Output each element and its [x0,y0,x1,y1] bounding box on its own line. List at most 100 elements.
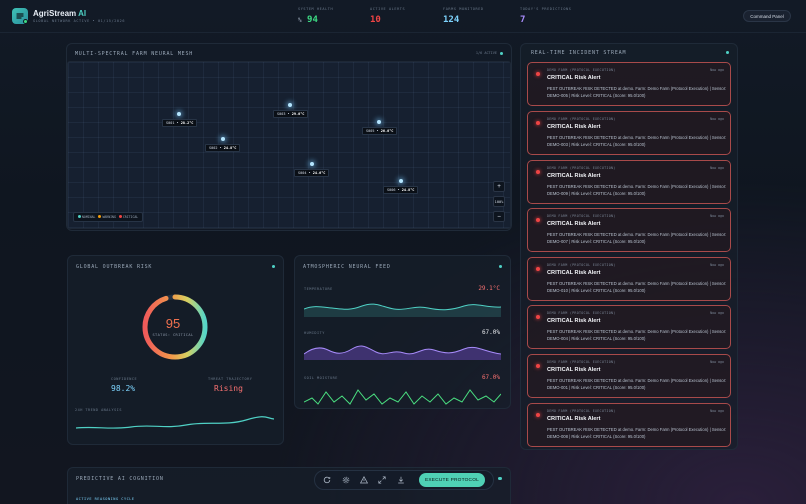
mesh-map[interactable] [67,61,511,229]
top-header: AgriStream AI GLOBAL NETWORK ACTIVE • 01… [0,0,806,33]
temperature-wave [304,303,501,317]
incident-source: DEMO FARM (PROTOCOL EXECUTION) [547,117,616,121]
incident-time: Now ago [710,166,724,170]
incident-title: CRITICAL Risk Alert [547,75,601,81]
confidence-value: 98.2% [111,384,136,393]
sensor-node-s006[interactable] [399,179,403,183]
incident-body: PEST OUTBREAK RISK DETECTED at demo. Far… [547,184,727,196]
mesh-title: MULTI-SPECTRAL FARM NEURAL MESH [75,51,194,57]
mesh-active-status: 1/6 ACTIVE [475,51,497,55]
critical-alert-icon [536,413,540,417]
incident-source: DEMO FARM (PROTOCOL EXECUTION) [547,68,616,72]
app-title: AgriStream AI [33,9,87,18]
zoom-level-indicator: 100% [493,196,505,207]
incident-source: DEMO FARM (PROTOCOL EXECUTION) [547,214,616,218]
incident-body: PEST OUTBREAK RISK DETECTED at demo. Far… [547,427,727,439]
trajectory-value: Rising [214,384,243,393]
online-status-dot [23,19,28,24]
legend-warning: WARNING [98,215,116,219]
incident-stream-title: REAL-TIME INCIDENT STREAM [531,50,627,56]
humidity-value: 67.0% [481,329,500,336]
atmos-status-dot [499,265,502,268]
network-status-subtitle: GLOBAL NETWORK ACTIVE • 01/15/2026 [33,19,126,23]
incident-card[interactable]: DEMO FARM (PROTOCOL EXECUTION) Now ago CRI… [527,160,731,204]
toolbar-status-dot [498,477,501,480]
incident-source: DEMO FARM (PROTOCOL EXECUTION) [547,360,616,364]
incident-time: Now ago [710,214,724,218]
sensor-node-s004[interactable] [310,162,314,166]
active-alerts-label: ACTIVE ALERTS [370,7,406,11]
cognition-sub: ACTIVE REASONING CYCLE [76,497,135,501]
incident-title: CRITICAL Risk Alert [547,270,601,276]
zoom-out-button[interactable]: − [493,211,505,222]
incident-time: Now ago [710,409,724,413]
risk-status: STATUS: CRITICAL [152,333,194,337]
sensor-node-s002[interactable] [221,137,225,141]
critical-alert-icon [536,72,540,76]
incident-card[interactable]: DEMO FARM (PROTOCOL EXECUTION) Now ago CRI… [527,208,731,252]
risk-gauge-arc [142,294,208,360]
farms-monitored-label: FARMS MONITORED [443,7,484,11]
critical-alert-icon [536,121,540,125]
atmospheric-feed-panel: ATMOSPHERIC NEURAL FEED [294,255,511,409]
system-health-label: SYSTEM HEALTH [298,7,334,11]
global-outbreak-risk-panel: GLOBAL OUTBREAK RISK [67,255,284,445]
temperature-value: 29.1°C [478,285,500,292]
soil-moisture-label: SOIL MOISTURE [304,376,338,380]
incident-body: PEST OUTBREAK RISK DETECTED at demo. Far… [547,135,727,147]
incident-title: CRITICAL Risk Alert [547,221,601,227]
predictions-value: 7 [520,15,526,25]
risk-gauge [142,294,208,360]
critical-alert-icon [536,218,540,222]
incident-card[interactable]: DEMO FARM (PROTOCOL EXECUTION) Now ago CRI… [527,62,731,106]
incident-body: PEST OUTBREAK RISK DETECTED at demo. Far… [547,86,727,98]
incident-body: PEST OUTBREAK RISK DETECTED at demo. Far… [547,378,727,390]
sensor-node-s001[interactable] [177,112,181,116]
soil-moisture-value: 67.0% [481,374,500,381]
incident-title: CRITICAL Risk Alert [547,367,601,373]
soil-moisture-wave [304,389,501,405]
incident-card[interactable]: DEMO FARM (PROTOCOL EXECUTION) Now ago CRI… [527,257,731,301]
incident-source: DEMO FARM (PROTOCOL EXECUTION) [547,166,616,170]
incident-time: Now ago [710,360,724,364]
risk-title: GLOBAL OUTBREAK RISK [76,264,153,270]
sensor-node-s003[interactable] [288,103,292,107]
mesh-status-dot [500,52,503,55]
risk-score: 95 [165,316,181,331]
risk-status-dot [272,265,275,268]
farms-monitored-value: 124 [443,15,460,25]
incident-body: PEST OUTBREAK RISK DETECTED at demo. Far… [547,232,727,244]
incident-title: CRITICAL Risk Alert [547,124,601,130]
trajectory-label: THREAT TRAJECTORY [208,377,253,381]
warning-icon[interactable] [358,474,370,486]
sensor-label-s001: S001 • 28.2°C [162,119,198,127]
command-panel-button[interactable]: Command Panel [743,10,791,22]
incident-time: Now ago [710,311,724,315]
execute-protocol-button[interactable]: EXECUTE PROTOCOL [419,473,485,487]
incident-card[interactable]: DEMO FARM (PROTOCOL EXECUTION) Now ago CRI… [527,403,731,447]
incident-time: Now ago [710,263,724,267]
temperature-label: TEMPERATURE [304,287,333,291]
confidence-label: CONFIDENCE [111,377,138,381]
incident-title: CRITICAL Risk Alert [547,318,601,324]
humidity-wave [304,345,501,360]
critical-alert-icon [536,364,540,368]
humidity-label: HUMIDITY [304,331,325,335]
critical-alert-icon [536,267,540,271]
refresh-icon[interactable] [321,474,333,486]
sensor-label-s003: S003 • 29.0°C [273,110,309,118]
atmos-title: ATMOSPHERIC NEURAL FEED [303,264,391,270]
incident-card[interactable]: DEMO FARM (PROTOCOL EXECUTION) Now ago CRI… [527,111,731,155]
sensor-label-s005: S005 • 26.0°C [362,127,398,135]
sensor-node-s005[interactable] [377,120,381,124]
active-alerts-value: 10 [370,15,381,25]
system-health-value: % 94 [298,15,318,25]
download-icon[interactable] [395,474,407,486]
incident-card[interactable]: DEMO FARM (PROTOCOL EXECUTION) Now ago CRI… [527,354,731,398]
expand-icon[interactable] [376,474,388,486]
sensor-label-s006: S006 • 24.8°C [383,186,419,194]
gear-icon[interactable] [340,474,352,486]
incident-card[interactable]: DEMO FARM (PROTOCOL EXECUTION) Now ago CRI… [527,305,731,349]
incident-stream-status-dot [726,51,729,54]
zoom-in-button[interactable]: + [493,181,505,192]
